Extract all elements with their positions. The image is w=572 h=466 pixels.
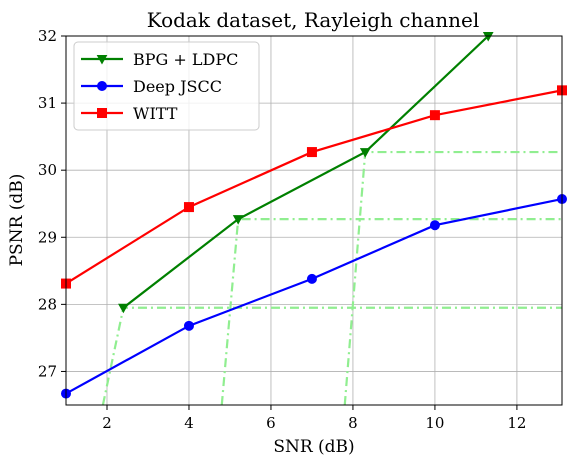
series-line-bpg-ldpc <box>122 36 489 309</box>
x-axis-label: SNR (dB) <box>273 437 354 457</box>
x-axis-ticks: 2 4 6 8 10 12 <box>102 405 526 432</box>
data-point-bpg-ldpc <box>118 303 129 314</box>
data-point-deep-jscc <box>429 220 440 231</box>
y-tick-label: 32 <box>38 27 57 45</box>
chart-title: Kodak dataset, Rayleigh channel <box>147 8 480 32</box>
data-point-bpg-ldpc <box>359 148 371 158</box>
y-tick-label: 27 <box>38 362 57 380</box>
x-tick-label: 10 <box>425 414 444 432</box>
y-tick-label: 29 <box>38 228 57 246</box>
legend-marker-bpg-ldpc <box>96 55 108 65</box>
x-tick-label: 12 <box>507 414 526 432</box>
legend-label-witt: WITT <box>133 104 178 123</box>
data-point-witt <box>306 147 317 158</box>
y-tick-label: 28 <box>38 295 57 313</box>
aux-curve-1 <box>101 306 562 406</box>
legend-box <box>73 41 260 131</box>
aux-curve-3 <box>343 150 562 406</box>
series-line-deep-jscc <box>66 197 562 395</box>
legend-marker-deep-jscc <box>97 81 107 91</box>
x-tick-label: 6 <box>266 414 276 432</box>
x-tick-label: 8 <box>348 414 358 432</box>
auxiliary-lines <box>101 150 562 406</box>
data-point-bpg-ldpc <box>232 215 244 225</box>
legend-marker-witt <box>97 108 107 118</box>
legend-label-deep-jscc: Deep JSCC <box>133 77 222 96</box>
y-tick-label: 31 <box>38 94 57 112</box>
plot-frame <box>65 35 563 406</box>
y-tick-label: 30 <box>38 161 57 179</box>
legend: BPG + LDPC Deep JSCC WITT <box>73 41 260 131</box>
x-tick-label: 2 <box>102 414 112 432</box>
y-axis-ticks: 27 28 29 30 31 32 <box>38 27 66 380</box>
x-tick-label: 4 <box>184 414 194 432</box>
data-point-witt <box>183 202 194 213</box>
legend-label-bpg-ldpc: BPG + LDPC <box>133 50 238 69</box>
data-point-deep-jscc <box>183 320 194 331</box>
aux-curve-2 <box>220 218 562 406</box>
data-point-deep-jscc <box>306 273 317 284</box>
data-point-witt <box>429 110 440 121</box>
y-axis-label: PSNR (dB) <box>7 174 27 267</box>
